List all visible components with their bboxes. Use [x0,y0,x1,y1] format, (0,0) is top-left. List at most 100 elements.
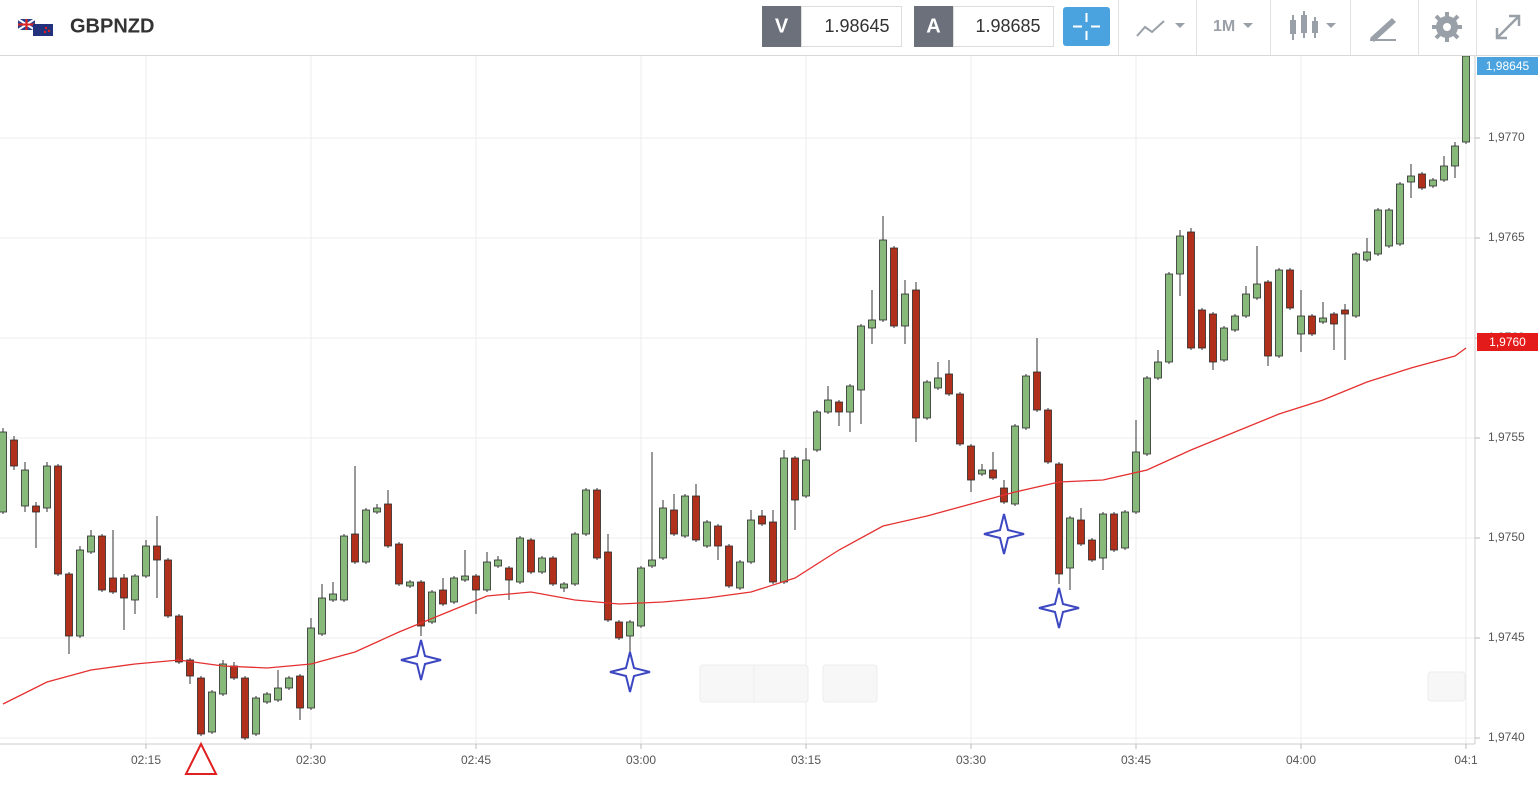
candle-body [560,583,568,589]
moving-average-line [2,347,1467,705]
timeframe[interactable]: 1M [1213,18,1235,35]
button[interactable] [822,664,878,703]
x-tick-label: 03:00 [626,753,656,767]
candle [142,540,150,578]
candle [879,216,887,322]
candle-body [197,677,205,735]
price-tag-label: 1,98645 [1486,59,1530,73]
candle [868,290,876,344]
candle-body [538,557,546,573]
candle-body [1132,451,1140,513]
candle-body [450,577,458,603]
draw-button[interactable] [1370,18,1396,42]
candle [604,534,612,622]
candle-body [21,469,29,507]
candle-body [1352,253,1360,317]
candle [362,508,370,564]
candle [593,488,601,560]
indicator-button[interactable] [1136,20,1185,37]
ask-box[interactable] [953,6,1054,47]
x-tick-label: 03:30 [956,753,986,767]
x-tick-label: 03:45 [1121,753,1151,767]
candle [76,546,84,638]
candle-body [142,545,150,577]
crosshair-button[interactable] [1063,7,1110,46]
candle [703,520,711,548]
candle [263,692,271,704]
candle [1143,376,1151,456]
candle-body [791,457,799,501]
candle-body [318,597,326,635]
settings-button[interactable] [1432,12,1462,42]
button[interactable] [1427,671,1466,702]
candle-body [131,575,139,601]
fullscreen-button[interactable] [1495,14,1521,40]
candle-body [989,469,997,479]
x-tick-label: 02:45 [461,753,491,767]
y-tick-label: 1,9745 [1488,630,1525,644]
chart-type-button[interactable] [1290,11,1336,40]
candle [175,614,183,664]
candle-body [32,505,40,513]
candle-body [1121,511,1129,549]
signal-star [400,639,442,681]
candle [1341,304,1349,360]
candle [285,676,293,690]
candle-body [1418,173,1426,189]
candle [1044,408,1052,464]
candle [747,510,755,564]
candle-body [593,489,601,559]
candle-body [868,319,876,329]
candle [560,582,568,592]
candle [494,556,502,568]
candle-body [219,663,227,695]
candle-body [1330,313,1338,325]
candle [1264,280,1272,366]
bid-label-box [762,6,801,47]
signal-star [609,651,651,693]
candle-body [1165,273,1173,363]
candle [626,620,634,652]
y-tick-label: 1,9770 [1488,130,1525,144]
bid-box[interactable] [801,6,902,47]
signal-star [983,513,1025,555]
candle-body [472,575,480,591]
symbol: GBPNZD [70,15,154,37]
candle [1308,314,1316,336]
candle-body [703,521,711,547]
candle [384,490,392,548]
candle-body [956,393,964,445]
candle [461,550,469,582]
candle [153,516,161,598]
candle-body [395,543,403,585]
candle-body [362,509,370,563]
candle [824,386,832,414]
candle [1374,208,1382,256]
candle [87,530,95,554]
candle [571,532,579,586]
candle-body [175,615,183,663]
candle-body [901,293,909,327]
candle-body [1099,513,1107,559]
candle [956,392,964,446]
candle-body [384,503,392,547]
x-tick-label: 03:15 [791,753,821,767]
x-tick-label: 02:15 [131,753,161,767]
candle-body [373,507,381,513]
candle [1396,182,1404,246]
candle-body [769,521,777,583]
candle-body [780,457,788,583]
bid-label: V [775,15,789,37]
candle [0,428,7,514]
candle-body [659,507,667,559]
candle [1022,374,1030,430]
candle-body [263,693,271,703]
candle [54,464,62,576]
candle-body [1363,251,1371,261]
candle-body [505,567,513,581]
candle-body [604,551,612,621]
candle [164,558,172,618]
candle [538,556,546,574]
candle [967,444,975,492]
